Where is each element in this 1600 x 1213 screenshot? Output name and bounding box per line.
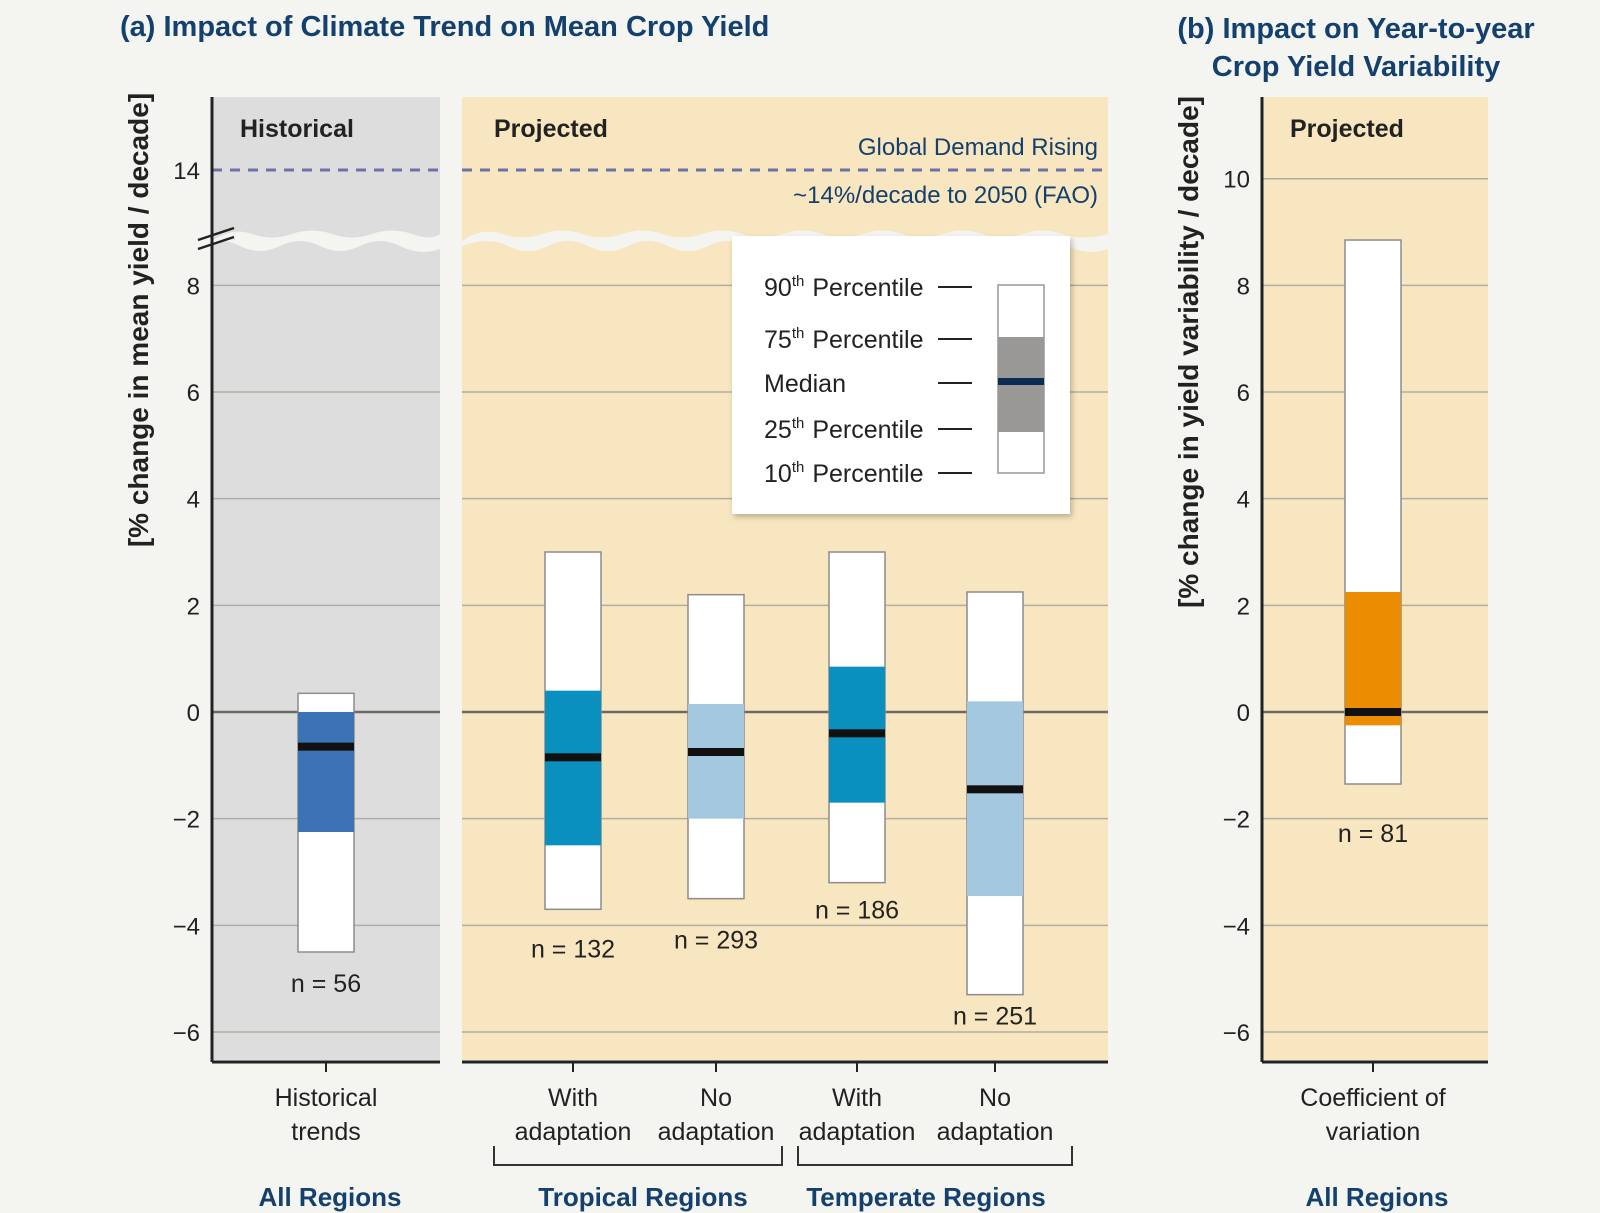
x-category-label: No (700, 1084, 732, 1112)
group-label-tropical: Tropical Regions (538, 1182, 748, 1212)
projected-panel-label: Projected (494, 115, 608, 143)
x-category-label: With (832, 1084, 882, 1112)
y-tick-label-b: 8 (1237, 273, 1250, 300)
x-category-label: With (548, 1084, 598, 1112)
box-median (829, 729, 885, 738)
box-n-label: n = 132 (531, 935, 615, 963)
variability-panel-label: Projected (1290, 115, 1404, 143)
box-0-4: n = 251 (953, 591, 1037, 1031)
box-iqr (298, 712, 354, 832)
box-iqr (1345, 592, 1401, 726)
box-median (1345, 708, 1401, 716)
panel-b-y-ticks: 10 8 6 4 2 0 −2 −4 −6 (1223, 167, 1250, 1047)
y-tick-label-b: 2 (1237, 593, 1250, 620)
panel-a-y-ticks: 14 8 6 4 2 0 −2 −4 −6 (173, 158, 200, 1047)
x-category-label: adaptation (937, 1118, 1054, 1146)
y-tick-label-b: 4 (1237, 487, 1250, 514)
panel-a-title: (a) Impact of Climate Trend on Mean Crop… (120, 11, 769, 43)
box-median (545, 753, 601, 762)
box-0-2: n = 293 (674, 593, 758, 955)
panel-a-y-axis-title: [% change in mean yield / decade] (123, 93, 154, 547)
box-n-label: n = 293 (674, 927, 758, 955)
x-category-label: No (979, 1084, 1011, 1112)
legend-item-value: 75 (764, 326, 792, 354)
y-tick-label-a: −4 (173, 913, 200, 940)
legend-item-value: 10 (764, 460, 792, 488)
y-tick-label-a: 14 (173, 158, 200, 185)
y-tick-label-b: 0 (1237, 700, 1250, 727)
x-category-label: Historical (275, 1084, 378, 1112)
y-tick-label-a: 0 (187, 700, 200, 727)
box-median (688, 747, 744, 756)
box-n-label: n = 56 (291, 970, 361, 998)
tropical-bracket (493, 1146, 783, 1166)
legend-item-label: 75th Percentile (764, 325, 924, 354)
group-label-temperate: Temperate Regions (806, 1182, 1045, 1212)
box-iqr (545, 690, 601, 846)
box-iqr (967, 701, 1023, 896)
box-1-0: n = 81 (1338, 239, 1408, 848)
y-tick-label-a: 8 (187, 273, 200, 300)
box-median (967, 785, 1023, 794)
panel-b-title-line1: (b) Impact on Year-to-year (1177, 13, 1534, 45)
axis-break-mark-2 (197, 235, 235, 251)
group-label-all-regions-a: All Regions (258, 1182, 401, 1212)
legend-item-tail: Percentile (812, 416, 923, 444)
y-tick-label-a: 6 (187, 380, 200, 407)
y-tick-label-b: 10 (1223, 167, 1250, 194)
axis-break-mark-1 (197, 226, 235, 242)
box-n-label: n = 251 (953, 1003, 1037, 1031)
legend-item-suffix: th (792, 459, 805, 476)
legend-item-suffix: th (792, 415, 805, 432)
panel-b-title-line2: Crop Yield Variability (1212, 51, 1501, 83)
box-iqr (688, 704, 744, 819)
y-tick-label-b: 6 (1237, 380, 1250, 407)
box-n-label: n = 81 (1338, 820, 1408, 848)
global-demand-sublabel: ~14%/decade to 2050 (FAO) (793, 182, 1098, 209)
temperate-bracket (797, 1146, 1073, 1166)
x-category-label: adaptation (658, 1118, 775, 1146)
legend-item-tail: Percentile (812, 274, 923, 302)
y-tick-label-a: 2 (187, 593, 200, 620)
legend-item-value: Median (764, 370, 846, 398)
x-category-labels: Historical trends With adaptation No adaptati… (275, 1062, 1446, 1146)
global-demand-label: Global Demand Rising (858, 134, 1098, 161)
y-tick-label-a: −6 (173, 1020, 200, 1047)
box-median (298, 742, 354, 751)
historical-panel-label: Historical (240, 115, 354, 143)
x-category-label: adaptation (515, 1118, 632, 1146)
x-category-label: variation (1326, 1118, 1421, 1146)
group-label-all-regions-b: All Regions (1305, 1182, 1448, 1212)
legend-box-median (998, 378, 1044, 385)
y-tick-label-b: −4 (1223, 913, 1250, 940)
legend-item-tail: Percentile (812, 326, 923, 354)
legend-item-label: 25th Percentile (764, 415, 924, 444)
legend-item-value: 25 (764, 416, 792, 444)
legend-item-value: 90 (764, 274, 792, 302)
legend-item-suffix: th (792, 273, 805, 290)
box-n-label: n = 186 (815, 897, 899, 925)
boxes-layer: n = 56 n = 132 n = 293 n = 186 n = 251 n = 81 (291, 239, 1408, 1031)
y-tick-label-a: −2 (173, 807, 200, 834)
x-category-label: adaptation (799, 1118, 916, 1146)
legend-item-suffix: th (792, 325, 805, 342)
legend-item-tail: Percentile (812, 460, 923, 488)
legend-item-label: 90th Percentile (764, 273, 924, 302)
axis-break-wave-historical (212, 230, 440, 252)
y-tick-label-a: 4 (187, 487, 200, 514)
box-0-0: n = 56 (291, 692, 361, 998)
x-category-label: Coefficient of (1300, 1084, 1446, 1112)
y-tick-label-b: −6 (1223, 1020, 1250, 1047)
panel-b-y-axis-title: [% change in yield variability / decade] (1173, 96, 1204, 608)
x-category-label: trends (291, 1118, 360, 1146)
box-0-3: n = 186 (815, 551, 899, 925)
legend-item-label: Median (764, 370, 846, 398)
box-0-1: n = 132 (531, 551, 615, 963)
y-tick-label-b: −2 (1223, 807, 1250, 834)
legend-item-label: 10th Percentile (764, 459, 924, 488)
